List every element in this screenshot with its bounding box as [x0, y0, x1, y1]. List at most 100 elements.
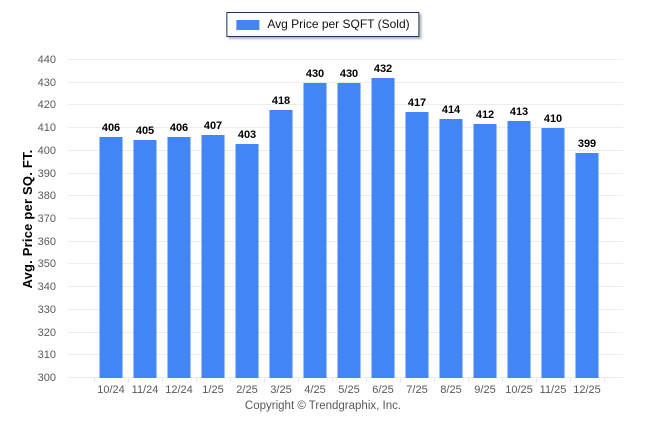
bar-column: 430 — [332, 60, 366, 378]
y-tick-label: 350 — [37, 258, 56, 271]
x-tick-label: 1/25 — [202, 384, 224, 396]
bar: 430 — [337, 68, 361, 378]
bar-column: 407 — [196, 60, 230, 378]
bar: 410 — [541, 113, 565, 378]
x-tick-label: 10/24 — [97, 384, 125, 396]
bar-column: 414 — [434, 60, 468, 378]
x-axis-boundary-tick — [434, 378, 435, 382]
y-tick-label: 360 — [37, 235, 56, 248]
chart-legend: Avg Price per SQFT (Sold) — [226, 12, 420, 37]
bar: 414 — [439, 104, 463, 378]
x-tick-label: 11/24 — [131, 384, 159, 396]
bar: 407 — [201, 120, 225, 378]
bar-column: 432 — [366, 60, 400, 378]
x-tick-label: 5/25 — [338, 384, 360, 396]
x-axis-boundary-tick — [94, 378, 95, 382]
x-tick-label: 3/25 — [270, 384, 292, 396]
bar-value-label: 412 — [475, 108, 495, 121]
bar-column: 413 — [502, 60, 536, 378]
bar-column: 412 — [468, 60, 502, 378]
legend-swatch-icon — [236, 19, 260, 30]
x-tick-label: 4/25 — [304, 384, 326, 396]
gridline — [68, 81, 623, 83]
y-tick-label: 310 — [37, 349, 56, 362]
x-tick-label: 10/25 — [505, 384, 533, 396]
bar: 403 — [235, 129, 259, 378]
y-tick-label: 430 — [37, 76, 56, 89]
bar-value-label: 432 — [373, 63, 393, 76]
x-tick-label: 7/25 — [406, 384, 428, 396]
bar-column: 410 — [536, 60, 570, 378]
bar: 430 — [303, 68, 327, 378]
x-axis-boundary-tick — [366, 378, 367, 382]
bar-column: 405 — [128, 60, 162, 378]
bar-value-label: 414 — [441, 104, 461, 117]
legend-label: Avg Price per SQFT (Sold) — [267, 17, 410, 31]
bar: 399 — [575, 138, 599, 378]
y-tick-label: 370 — [37, 213, 56, 225]
y-tick-label: 420 — [37, 99, 56, 112]
bar-value-label: 406 — [101, 122, 121, 135]
y-tick-label: 330 — [37, 303, 56, 316]
x-axis-boundary-tick — [162, 378, 163, 382]
x-axis-boundary-tick — [332, 378, 333, 382]
x-axis-boundary-tick — [570, 378, 571, 382]
bar-column: 406 — [94, 60, 128, 378]
bar-value-label: 417 — [407, 97, 427, 110]
bar-column: 406 — [162, 60, 196, 378]
y-tick-label: 390 — [37, 167, 56, 180]
bar-value-label: 405 — [135, 124, 155, 137]
bar: 417 — [405, 97, 429, 378]
bar: 406 — [167, 122, 191, 378]
bars: 406 405 406 407 403 418 430 430 432 417 414 412 413 4… — [94, 60, 604, 378]
y-tick-label: 400 — [37, 144, 56, 157]
bar-value-label: 430 — [339, 67, 359, 80]
bar-value-label: 407 — [203, 119, 223, 132]
y-tick-label: 440 — [37, 54, 56, 66]
x-axis-boundary-tick — [230, 378, 231, 382]
x-tick-label: 9/25 — [474, 384, 496, 396]
bar-column: 403 — [230, 60, 264, 378]
x-tick-label: 8/25 — [440, 384, 462, 396]
x-axis-boundary-tick — [502, 378, 503, 382]
x-axis-boundary-tick — [468, 378, 469, 382]
x-axis-boundary-tick — [128, 378, 129, 382]
x-axis-labels: 10/24 11/24 12/24 1/25 2/25 3/25 4/25 5/25 6/25 7… — [94, 384, 604, 396]
bar: 406 — [99, 122, 123, 378]
x-axis-boundary-tick — [536, 378, 537, 382]
gridline — [68, 59, 623, 60]
bar-value-label: 399 — [577, 138, 597, 151]
x-tick-label: 6/25 — [372, 384, 394, 396]
bar-value-label: 406 — [169, 122, 189, 135]
x-tick-label: 2/25 — [236, 384, 258, 396]
plot-area: 406 405 406 407 403 418 430 430 432 417 414 412 413 4… — [68, 59, 623, 382]
y-tick-label: 410 — [37, 122, 56, 135]
y-tick-label: 300 — [37, 372, 56, 384]
bar-value-label: 410 — [543, 113, 563, 126]
y-tick-label: 380 — [37, 190, 56, 203]
bar-value-label: 403 — [237, 129, 257, 142]
x-axis-boundary-tick — [264, 378, 265, 382]
bar: 432 — [371, 63, 395, 378]
bar: 405 — [133, 125, 157, 378]
bar-value-label: 418 — [271, 94, 291, 107]
bar-column: 399 — [570, 60, 604, 378]
bar-column: 417 — [400, 60, 434, 378]
x-tick-label: 11/25 — [539, 384, 567, 396]
x-axis-boundary-tick — [400, 378, 401, 382]
x-tick-label: 12/24 — [165, 384, 193, 396]
x-axis-boundary-tick — [604, 378, 605, 382]
bar: 413 — [507, 106, 531, 378]
copyright-text: Copyright © Trendgraphix, Inc. — [244, 400, 402, 412]
x-axis-boundary-tick — [298, 378, 299, 382]
y-tick-label: 340 — [37, 281, 56, 294]
bar: 418 — [269, 95, 293, 378]
y-axis-labels: 300 310 320 330 340 350 360 370 380 390 400 410 420 4… — [0, 54, 62, 384]
x-axis-boundary-tick — [196, 378, 197, 382]
bar-column: 418 — [264, 60, 298, 378]
x-tick-label: 12/25 — [573, 384, 601, 396]
bar-value-label: 430 — [305, 67, 325, 80]
bar-column: 430 — [298, 60, 332, 378]
y-tick-label: 320 — [37, 326, 56, 339]
